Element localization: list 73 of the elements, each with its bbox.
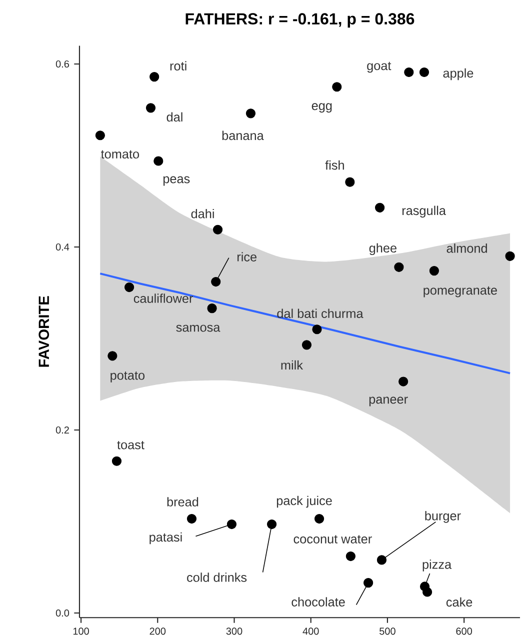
- annotation: tomato: [100, 150, 139, 159]
- annotation: pomegranate: [423, 286, 497, 298]
- point: [429, 266, 439, 276]
- annotation: bread: [167, 497, 198, 506]
- y-tick-label: 0.4: [56, 243, 69, 251]
- y-tick-label: 0.6: [56, 60, 69, 68]
- chart-title: FATHERS: r = -0.161, p = 0.386: [186, 13, 414, 28]
- point: [146, 103, 156, 113]
- point: [404, 67, 414, 78]
- y-tick-label: 0.0: [56, 609, 69, 617]
- point: [419, 67, 429, 78]
- point: [344, 177, 354, 187]
- annotation: dahi: [191, 208, 214, 218]
- annotation: goat: [366, 62, 391, 73]
- point: [212, 224, 222, 234]
- point: [505, 251, 515, 261]
- annotation: dal: [166, 112, 182, 122]
- annotation: almond: [446, 244, 487, 253]
- point: [314, 514, 324, 524]
- annotation: cake: [446, 597, 472, 607]
- point: [153, 156, 163, 166]
- x-tick-label: 600: [456, 628, 472, 635]
- annotation: paneer: [369, 396, 408, 406]
- annotation: chocolate: [292, 597, 345, 606]
- annotation: peas: [163, 176, 190, 186]
- point: [124, 282, 134, 292]
- x-tick-label: 400: [302, 628, 319, 635]
- annotation: cauliflower: [134, 294, 193, 303]
- point: [422, 587, 432, 597]
- point: [266, 519, 276, 530]
- point: [374, 202, 384, 212]
- annotation: roti: [170, 61, 186, 70]
- annotation: dal bati churma: [276, 308, 364, 318]
- point: [107, 351, 117, 361]
- annotation: ghee: [369, 243, 396, 256]
- point: [210, 276, 220, 287]
- point: [394, 262, 404, 272]
- point: [363, 578, 373, 588]
- point: [246, 108, 256, 118]
- point: [112, 456, 122, 466]
- annotation: rasgulla: [402, 206, 446, 218]
- annotation: banana: [222, 130, 264, 140]
- y-tick-label: 0.2: [56, 426, 69, 434]
- annotation: samosa: [176, 324, 220, 332]
- annotation: cold drinks: [186, 572, 246, 582]
- annotation: toast: [116, 440, 144, 450]
- annotation: apple: [443, 68, 473, 80]
- x-tick-label: 300: [226, 628, 242, 635]
- annotation: pizza: [422, 560, 452, 572]
- annotation: potato: [110, 371, 144, 382]
- point: [332, 82, 342, 92]
- x-tick-label: 500: [379, 628, 396, 635]
- annotation: egg: [312, 103, 332, 113]
- point: [206, 304, 217, 314]
- point: [149, 72, 159, 82]
- x-tick-label: 200: [150, 628, 166, 635]
- point: [302, 340, 312, 350]
- point: [226, 519, 236, 530]
- annotation: rice: [237, 252, 256, 262]
- x-tick-label: 100: [73, 628, 89, 635]
- annotation: burger: [424, 511, 461, 523]
- point: [346, 551, 356, 562]
- point: [95, 130, 105, 140]
- point: [186, 514, 196, 524]
- annotation: milk: [281, 360, 303, 370]
- annotation: coconut water: [294, 535, 372, 544]
- point: [312, 324, 322, 334]
- y-axis-title: FAVORITE: [38, 296, 49, 367]
- point: [398, 376, 408, 386]
- annotation: pack juice: [276, 496, 332, 508]
- annotation: patasi: [149, 532, 182, 544]
- annotation: fish: [325, 160, 344, 170]
- point: [376, 555, 386, 565]
